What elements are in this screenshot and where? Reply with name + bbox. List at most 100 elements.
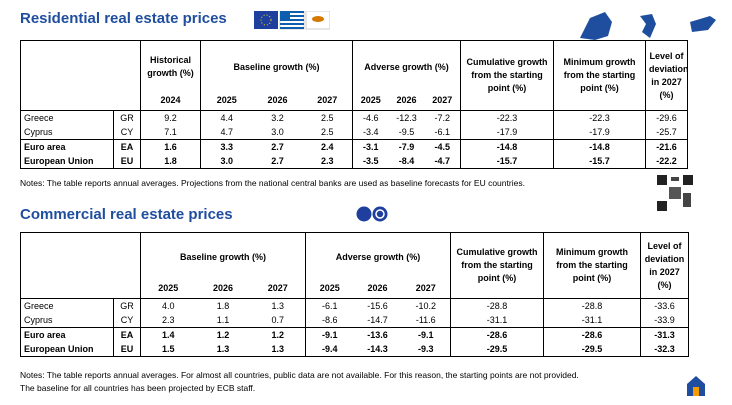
year-header: 2025 xyxy=(352,93,389,111)
data-cell: -28.8 xyxy=(450,298,544,313)
data-cell: -9.5 xyxy=(398,127,415,137)
header-cell xyxy=(21,41,141,111)
group-header: Minimum growth from the starting point (… xyxy=(553,40,646,111)
data-cell: -33.6 xyxy=(640,298,689,313)
maps xyxy=(580,12,716,40)
data-cell: -7.9 xyxy=(388,139,425,154)
group-header: Cumulative growth from the starting poin… xyxy=(450,232,544,299)
data-row: Cyprus CY 2.3 1.1 0.7 -8.6 -14.7 -11.6 -31.1 -31.… xyxy=(21,313,689,328)
data-cell: 2.7 xyxy=(252,139,303,154)
data-cell: -6.1 xyxy=(434,127,451,137)
row-label: Cyprus xyxy=(24,127,53,137)
data-cell: 1.3 xyxy=(250,298,306,313)
data-cell: -28.6 xyxy=(543,327,641,342)
data-cell: -4.5 xyxy=(424,139,461,154)
data-cell: 1.8 xyxy=(140,154,201,169)
data-row: Greece GR 4.0 1.8 1.3 -6.1 -15.6 -10.2 -28.8 -28.… xyxy=(20,298,689,313)
notes: Notes: The table reports annual averages… xyxy=(20,177,525,190)
section-title: Commercial real estate prices xyxy=(20,206,233,223)
year-header: 2026 xyxy=(267,95,288,105)
data-cell: -4.6 xyxy=(352,110,389,125)
row-code: CY xyxy=(113,125,141,140)
data-cell: -22.3 xyxy=(460,110,554,125)
data-cell: -33.9 xyxy=(640,313,689,328)
row-label: European Union xyxy=(24,156,94,166)
data-table: Baseline growth (%) Adverse growth (%) Cum… xyxy=(20,232,690,357)
year-header: 2027 xyxy=(432,95,453,105)
year-header: 2027 xyxy=(317,95,338,105)
data-cell: 4.4 xyxy=(200,110,253,125)
data-cell: 3.3 xyxy=(200,139,253,154)
row-label: Euro area xyxy=(20,139,114,154)
data-cell: 2.4 xyxy=(302,139,353,154)
data-cell: 1.3 xyxy=(271,344,285,354)
data-row: Cyprus CY 7.1 4.7 3.0 2.5 -3.4 -9.5 -6.1 -17.9 -17… xyxy=(21,125,688,140)
row-code: EA xyxy=(113,139,141,154)
row-code: EU xyxy=(113,154,141,169)
data-row: Greece GR 9.2 4.4 3.2 2.5 -4.6 -12.3 -7.2 -22.3 -2… xyxy=(20,110,688,125)
group-header: Minimum growth from the starting point (… xyxy=(543,232,641,299)
data-cell: 7.1 xyxy=(140,125,201,140)
data-cell: -25.7 xyxy=(645,125,688,140)
data-cell: -14.8 xyxy=(460,139,554,154)
data-cell: -3.4 xyxy=(352,125,389,140)
group-header: Historical growth (%) xyxy=(140,40,201,93)
flags xyxy=(356,206,388,222)
data-cell: -3.1 xyxy=(352,139,389,154)
row-code: GR xyxy=(113,110,141,125)
header-row: 2025 2026 2027 2025 2026 2027 xyxy=(21,281,689,299)
data-cell: 1.8 xyxy=(195,298,251,313)
row-label: Greece xyxy=(20,110,114,125)
data-cell: -9.4 xyxy=(305,342,354,357)
data-cell: -17.9 xyxy=(460,125,554,140)
data-cell: 1.5 xyxy=(140,342,196,357)
data-cell: -9.1 xyxy=(401,327,451,342)
year-header: 2026 xyxy=(367,283,388,293)
year-header: 2025 xyxy=(305,281,354,299)
data-cell: 2.3 xyxy=(140,313,196,328)
row-label: Euro area xyxy=(20,327,114,342)
year-header: 2026 xyxy=(212,283,234,293)
data-cell: -29.5 xyxy=(450,342,544,357)
year-header: 2027 xyxy=(415,283,436,293)
data-cell: 9.2 xyxy=(140,110,201,125)
data-cell: -14.7 xyxy=(367,315,388,325)
data-cell: 1.2 xyxy=(195,327,251,342)
row-code: EA xyxy=(113,327,141,342)
data-cell: 3.2 xyxy=(252,110,303,125)
data-cell: -29.5 xyxy=(543,342,641,357)
data-cell: 2.5 xyxy=(302,110,353,125)
data-cell: 1.1 xyxy=(216,315,230,325)
note-line: The baseline for all countries has been … xyxy=(20,383,256,393)
data-cell: 1.3 xyxy=(216,344,230,354)
data-cell: -31.1 xyxy=(450,313,544,328)
data-cell: 4.7 xyxy=(200,125,253,140)
data-cell: -7.2 xyxy=(424,110,461,125)
logo xyxy=(687,376,705,396)
section-title: Residential real estate prices xyxy=(20,10,227,27)
group-header: Level of deviation in 2027 (%) xyxy=(645,40,688,111)
data-cell: 1.2 xyxy=(250,327,306,342)
data-cell: 2.3 xyxy=(321,156,334,166)
data-cell: -32.3 xyxy=(640,342,689,357)
year-header: 2027 xyxy=(267,283,288,293)
data-cell: 0.7 xyxy=(271,315,285,325)
data-cell: -17.9 xyxy=(553,125,646,140)
note-line: Notes: The table reports annual averages… xyxy=(20,178,525,188)
data-cell: -28.8 xyxy=(543,298,641,313)
data-row: Euro area EA 1.6 3.3 2.7 2.4 -3.1 -7.9 -4.5 -14.8… xyxy=(20,139,688,154)
data-cell: -29.6 xyxy=(645,110,688,125)
year-header: 2025 xyxy=(140,281,196,299)
data-cell: 2.7 xyxy=(271,156,284,166)
data-row: Euro area EA 1.4 1.2 1.2 -9.1 -13.6 -9.1 -28.6 -2… xyxy=(20,327,689,342)
data-cell: 1.4 xyxy=(140,327,196,342)
data-cell: -28.6 xyxy=(450,327,544,342)
data-cell: 3.0 xyxy=(200,154,253,169)
data-cell: -11.6 xyxy=(415,315,436,325)
note-line: Notes: The table reports annual averages… xyxy=(20,370,579,380)
data-cell: -12.3 xyxy=(388,110,425,125)
header-row: Baseline growth (%) Adverse growth (%) Cum… xyxy=(21,232,689,299)
data-cell: -6.1 xyxy=(305,298,354,313)
data-cell: 3.0 xyxy=(271,127,284,137)
